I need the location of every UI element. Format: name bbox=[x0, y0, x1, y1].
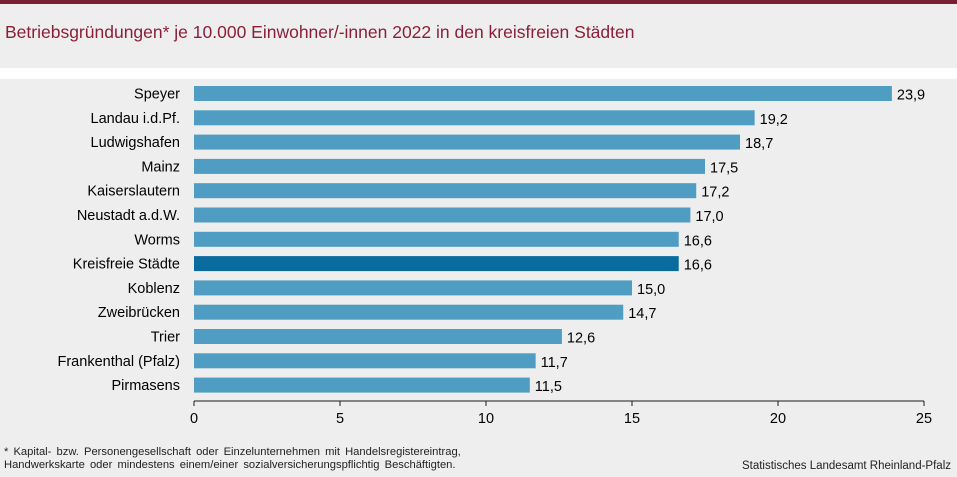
bar-kaiserslautern bbox=[194, 183, 697, 199]
footnote: * Kapital- bzw. Personengesellschaft ode… bbox=[4, 446, 461, 471]
bar-koblenz bbox=[194, 280, 632, 296]
value-label-neustadt-a-d-w: 17,0 bbox=[695, 209, 723, 225]
value-label-zweibruecken: 14,7 bbox=[628, 306, 656, 322]
category-label-neustadt-a-d-w: Neustadt a.d.W. bbox=[77, 208, 180, 224]
category-label-kaiserslautern: Kaiserslautern bbox=[87, 184, 180, 200]
value-label-pirmasens: 11,5 bbox=[535, 379, 562, 395]
category-label-landau-i-d-pf: Landau i.d.Pf. bbox=[91, 111, 181, 127]
bar-zweibruecken bbox=[194, 304, 624, 320]
category-label-kreisfreie-staedte: Kreisfreie Städte bbox=[73, 257, 180, 273]
value-label-trier: 12,6 bbox=[567, 331, 595, 347]
x-tick-label-10: 10 bbox=[478, 411, 494, 427]
category-label-worms: Worms bbox=[134, 232, 180, 248]
value-label-mainz: 17,5 bbox=[710, 160, 738, 176]
category-label-speyer: Speyer bbox=[134, 87, 180, 103]
bar-speyer bbox=[194, 86, 892, 101]
bar-mainz bbox=[194, 158, 705, 174]
category-label-pirmasens: Pirmasens bbox=[112, 378, 181, 394]
category-label-trier: Trier bbox=[151, 330, 180, 346]
value-label-landau-i-d-pf: 19,2 bbox=[760, 112, 788, 128]
x-tick-label-15: 15 bbox=[624, 411, 640, 427]
source-note: Statistisches Landesamt Rheinland-Pfalz bbox=[741, 460, 951, 472]
chart-title: Betriebsgründungen* je 10.000 Einwohner/… bbox=[5, 22, 635, 42]
category-label-ludwigshafen: Ludwigshafen bbox=[91, 135, 181, 151]
category-label-frankenthal-pfalz: Frankenthal (Pfalz) bbox=[58, 354, 181, 370]
category-label-mainz: Mainz bbox=[141, 159, 180, 175]
bar-worms bbox=[194, 231, 679, 247]
x-tick-label-0: 0 bbox=[190, 411, 198, 427]
x-tick-label-20: 20 bbox=[770, 411, 786, 427]
bar-trier bbox=[194, 329, 562, 344]
bar-pirmasens bbox=[194, 377, 530, 393]
value-label-kreisfreie-staedte: 16,6 bbox=[684, 258, 712, 274]
footnote-line-1: * Kapital- bzw. Personengesellschaft ode… bbox=[4, 446, 461, 458]
header-divider bbox=[0, 68, 957, 79]
bar-neustadt-a-d-w bbox=[194, 207, 691, 223]
value-label-koblenz: 15,0 bbox=[637, 282, 665, 298]
value-label-kaiserslautern: 17,2 bbox=[701, 185, 729, 201]
value-label-frankenthal-pfalz: 11,7 bbox=[541, 355, 568, 371]
x-tick-label-25: 25 bbox=[916, 411, 932, 427]
bar-chart: Speyer 23,9 Landau i.d.Pf. 19,2 Ludwigshafen… bbox=[58, 86, 932, 427]
bar-frankenthal-pfalz bbox=[194, 353, 536, 369]
category-label-zweibruecken: Zweibrücken bbox=[98, 305, 180, 321]
category-label-koblenz: Koblenz bbox=[128, 281, 180, 297]
value-label-speyer: 23,9 bbox=[897, 88, 925, 104]
value-label-ludwigshafen: 18,7 bbox=[745, 136, 773, 152]
x-tick-label-5: 5 bbox=[336, 411, 344, 427]
footnote-line-2: Handwerkskarte oder mindestens einem/ein… bbox=[4, 458, 456, 471]
bar-ludwigshafen bbox=[194, 134, 741, 150]
bar-kreisfreie-staedte bbox=[194, 256, 679, 272]
bar-landau-i-d-pf bbox=[194, 110, 755, 126]
value-label-worms: 16,6 bbox=[684, 233, 712, 249]
top-accent-bar bbox=[0, 0, 957, 4]
